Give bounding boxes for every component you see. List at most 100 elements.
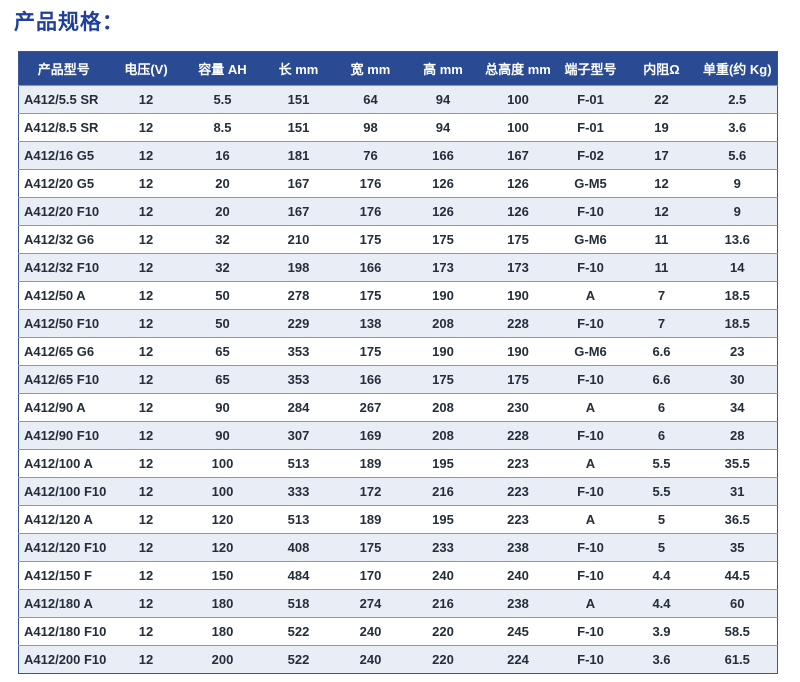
- table-cell: 12: [108, 393, 184, 422]
- table-cell: 198: [261, 253, 336, 282]
- table-cell: F-10: [555, 561, 626, 590]
- table-cell: 166: [335, 365, 406, 394]
- table-cell: 31: [697, 477, 778, 506]
- product-model-cell: A412/65 F10: [18, 365, 109, 394]
- table-cell: 522: [261, 617, 336, 646]
- table-cell: 5.5: [183, 85, 262, 114]
- table-cell: 484: [261, 561, 336, 590]
- product-model-cell: A412/120 A: [18, 505, 109, 534]
- table-cell: 12: [108, 477, 184, 506]
- product-model-cell: A412/180 F10: [18, 617, 109, 646]
- table-cell: 7: [625, 309, 698, 338]
- table-cell: 13.6: [697, 225, 778, 254]
- table-cell: 166: [405, 141, 481, 170]
- table-cell: A: [555, 589, 626, 618]
- table-cell: 228: [480, 421, 556, 450]
- table-cell: 274: [335, 589, 406, 618]
- table-row: A412/16 G5 12 16 181 76 166 167 F-02 17 5.6: [18, 141, 778, 170]
- table-cell: 240: [480, 561, 556, 590]
- table-row: A412/5.5 SR 12 5.5 151 64 94 100 F-01 22 2.5: [18, 85, 778, 114]
- table-cell: A: [555, 505, 626, 534]
- product-model-cell: A412/150 F: [18, 561, 109, 590]
- table-cell: 76: [335, 141, 406, 170]
- table-cell: 90: [183, 421, 262, 450]
- product-model-cell: A412/65 G6: [18, 337, 109, 366]
- table-cell: 240: [335, 617, 406, 646]
- table-cell: F-02: [555, 141, 626, 170]
- table-cell: 34: [697, 393, 778, 422]
- table-row: A412/150 F 12 150 484 170 240 240 F-10 4.4 44.5: [18, 561, 778, 590]
- table-cell: 50: [183, 281, 262, 310]
- column-header: 端子型号: [555, 51, 626, 86]
- table-header-row: 产品型号 电压(V) 容量 AH 长 mm 宽 mm 高 mm 总高度 mm 端子型号 内阻Ω 单…: [18, 51, 778, 86]
- table-row: A412/50 A 12 50 278 175 190 190 A 7 18.5: [18, 281, 778, 310]
- table-row: A412/20 G5 12 20 167 176 126 126 G-M5 12 9: [18, 169, 778, 198]
- table-cell: 240: [335, 645, 406, 674]
- table-cell: 208: [405, 309, 481, 338]
- table-cell: 12: [108, 225, 184, 254]
- table-cell: 12: [108, 281, 184, 310]
- table-cell: 100: [183, 477, 262, 506]
- table-cell: 12: [108, 365, 184, 394]
- table-cell: 284: [261, 393, 336, 422]
- table-cell: 60: [697, 589, 778, 618]
- table-cell: 170: [335, 561, 406, 590]
- table-cell: 408: [261, 533, 336, 562]
- table-cell: 19: [625, 113, 698, 142]
- table-cell: 94: [405, 113, 481, 142]
- table-cell: 3.9: [625, 617, 698, 646]
- table-cell: 14: [697, 253, 778, 282]
- table-cell: 6.6: [625, 337, 698, 366]
- table-row: A412/8.5 SR 12 8.5 151 98 94 100 F-01 19 3.6: [18, 113, 778, 142]
- product-model-cell: A412/50 A: [18, 281, 109, 310]
- table-cell: 126: [480, 197, 556, 226]
- table-cell: 195: [405, 505, 481, 534]
- product-model-cell: A412/8.5 SR: [18, 113, 109, 142]
- table-cell: 175: [405, 365, 481, 394]
- table-cell: 513: [261, 505, 336, 534]
- table-cell: 94: [405, 85, 481, 114]
- table-cell: 9: [697, 197, 778, 226]
- table-row: A412/50 F10 12 50 229 138 208 228 F-10 7 18.5: [18, 309, 778, 338]
- column-header: 单重(约 Kg): [697, 51, 778, 86]
- table-row: A412/90 A 12 90 284 267 208 230 A 6 34: [18, 393, 778, 422]
- table-cell: 18.5: [697, 309, 778, 338]
- table-cell: 12: [108, 337, 184, 366]
- table-cell: 6: [625, 421, 698, 450]
- table-cell: 12: [108, 505, 184, 534]
- product-model-cell: A412/120 F10: [18, 533, 109, 562]
- table-row: A412/120 F10 12 120 408 175 233 238 F-10 5 35: [18, 533, 778, 562]
- table-cell: A: [555, 449, 626, 478]
- table-cell: 17: [625, 141, 698, 170]
- table-cell: F-10: [555, 197, 626, 226]
- table-cell: 172: [335, 477, 406, 506]
- table-row: A412/180 A 12 180 518 274 216 238 A 4.4 60: [18, 589, 778, 618]
- product-model-cell: A412/16 G5: [18, 141, 109, 170]
- table-cell: 12: [108, 309, 184, 338]
- table-cell: 100: [480, 85, 556, 114]
- table-cell: 50: [183, 309, 262, 338]
- table-cell: 12: [108, 589, 184, 618]
- table-cell: 90: [183, 393, 262, 422]
- table-cell: 11: [625, 225, 698, 254]
- table-cell: 190: [480, 281, 556, 310]
- table-cell: 44.5: [697, 561, 778, 590]
- table-cell: 12: [108, 169, 184, 198]
- table-cell: 190: [480, 337, 556, 366]
- table-cell: 522: [261, 645, 336, 674]
- table-cell: 5: [625, 505, 698, 534]
- table-cell: 195: [405, 449, 481, 478]
- table-cell: 175: [335, 281, 406, 310]
- spec-page: 产品规格： 产品型号 电压(V) 容量 AH 长 mm 宽 mm 高 mm 总高度 mm 端子…: [0, 6, 800, 674]
- table-row: A412/200 F10 12 200 522 240 220 224 F-10 3.6 61.5: [18, 645, 778, 674]
- table-cell: 176: [335, 197, 406, 226]
- product-model-cell: A412/100 F10: [18, 477, 109, 506]
- table-cell: 190: [405, 281, 481, 310]
- table-cell: F-10: [555, 253, 626, 282]
- table-cell: 190: [405, 337, 481, 366]
- product-model-cell: A412/32 F10: [18, 253, 109, 282]
- table-cell: 100: [480, 113, 556, 142]
- table-cell: 120: [183, 533, 262, 562]
- table-cell: 267: [335, 393, 406, 422]
- table-cell: 12: [108, 197, 184, 226]
